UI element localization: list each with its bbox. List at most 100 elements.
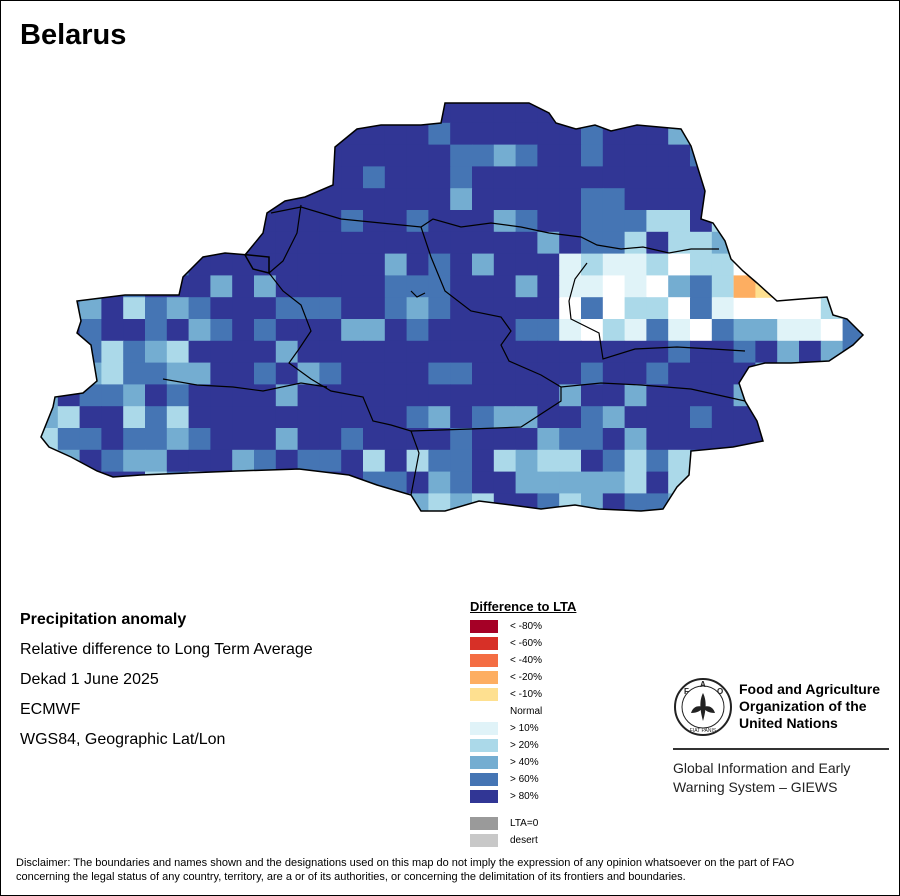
grid-cell	[537, 275, 560, 298]
grid-cell	[145, 103, 168, 124]
grid-cell	[668, 231, 691, 255]
grid-cell	[166, 340, 190, 364]
grid-cell	[602, 449, 626, 473]
grid-cell	[690, 471, 713, 494]
grid-cell	[406, 144, 429, 167]
grid-cell	[123, 103, 146, 124]
grid-cell	[341, 210, 364, 233]
grid-cell	[450, 319, 473, 342]
grid-cell	[493, 188, 517, 211]
grid-cell	[559, 103, 582, 124]
grid-cell	[297, 319, 320, 342]
grid-cell	[472, 166, 495, 189]
grid-cell	[668, 122, 691, 146]
grid-cell	[57, 275, 81, 298]
grid-cell	[646, 166, 669, 189]
grid-cell	[625, 515, 647, 537]
grid-cell	[799, 362, 822, 385]
grid-cell	[799, 103, 822, 124]
grid-cell	[341, 103, 364, 124]
grid-cell	[254, 231, 277, 255]
grid-cell	[450, 210, 473, 233]
grid-cell	[690, 428, 713, 451]
grid-cell	[254, 493, 277, 511]
grid-cell	[123, 210, 146, 233]
grid-cell	[188, 188, 211, 211]
grid-cell	[493, 384, 517, 407]
grid-cell	[624, 471, 647, 494]
grid-cell	[101, 340, 124, 364]
grid-cell	[79, 449, 102, 473]
grid-cell	[363, 122, 386, 146]
grid-cell	[493, 297, 517, 320]
grid-cell	[319, 188, 342, 211]
grid-cell	[341, 122, 364, 146]
grid-cell	[79, 231, 102, 255]
grid-cell	[275, 166, 299, 189]
grid-cell	[559, 122, 582, 146]
grid-cell	[842, 253, 863, 276]
grid-cell	[733, 188, 756, 211]
grid-cell	[123, 340, 146, 364]
grid-cell	[254, 275, 277, 298]
grid-cell	[232, 406, 255, 429]
grid-cell	[602, 493, 626, 511]
legend-item: > 40%	[470, 755, 539, 769]
grid-cell	[57, 103, 81, 124]
grid-cell	[602, 340, 626, 364]
grid-cell	[646, 471, 669, 494]
grid-cell	[646, 210, 669, 233]
legend-item: < -60%	[470, 636, 542, 650]
legend-swatch	[470, 653, 498, 667]
grid-cell	[777, 384, 800, 407]
grid-cell	[275, 384, 299, 407]
grid-cell	[406, 231, 429, 255]
legend-item: < -20%	[470, 670, 542, 684]
grid-cell	[101, 319, 124, 342]
grid-cell	[842, 275, 863, 298]
grid-cell	[166, 188, 190, 211]
grid-cell	[777, 188, 800, 211]
grid-cell	[842, 103, 863, 124]
grid-cell	[166, 493, 190, 511]
grid-cell	[384, 428, 408, 451]
grid-cell	[537, 384, 560, 407]
grid-cell	[777, 493, 800, 511]
grid-cell	[428, 166, 451, 189]
legend-label: > 80%	[510, 790, 539, 802]
grid-cell	[537, 515, 559, 537]
grid-cell	[537, 144, 560, 167]
grid-cell	[407, 515, 429, 537]
grid-cell	[188, 122, 211, 146]
grid-cell	[734, 515, 756, 537]
grid-cell	[275, 144, 299, 167]
svg-text:F: F	[684, 687, 689, 696]
legend-item: > 60%	[470, 772, 539, 786]
grid-cell	[145, 406, 168, 429]
grid-cell	[319, 471, 342, 494]
grid-cell	[711, 297, 735, 320]
legend-label: > 40%	[510, 756, 539, 768]
grid-cell	[384, 122, 408, 146]
grid-cell	[559, 275, 582, 298]
grid-cell	[799, 275, 822, 298]
grid-cell	[690, 188, 713, 211]
info-subtitle: Relative difference to Long Term Average	[20, 641, 313, 658]
info-source: ECMWF	[20, 701, 81, 718]
grid-cell	[57, 362, 81, 385]
grid-cell	[864, 123, 886, 145]
grid-cell	[123, 297, 146, 320]
grid-cell	[537, 231, 560, 255]
grid-cell	[166, 362, 190, 385]
grid-cell	[690, 362, 713, 385]
legend-swatch	[470, 619, 498, 633]
grid-cell	[384, 253, 408, 276]
grid-cell	[711, 428, 735, 451]
grid-cell	[668, 471, 691, 494]
grid-cell	[842, 471, 863, 494]
grid-cell	[537, 493, 560, 511]
grid-cell	[515, 103, 538, 124]
grid-cell	[515, 319, 538, 342]
grid-cell	[646, 362, 669, 385]
grid-cell	[472, 188, 495, 211]
